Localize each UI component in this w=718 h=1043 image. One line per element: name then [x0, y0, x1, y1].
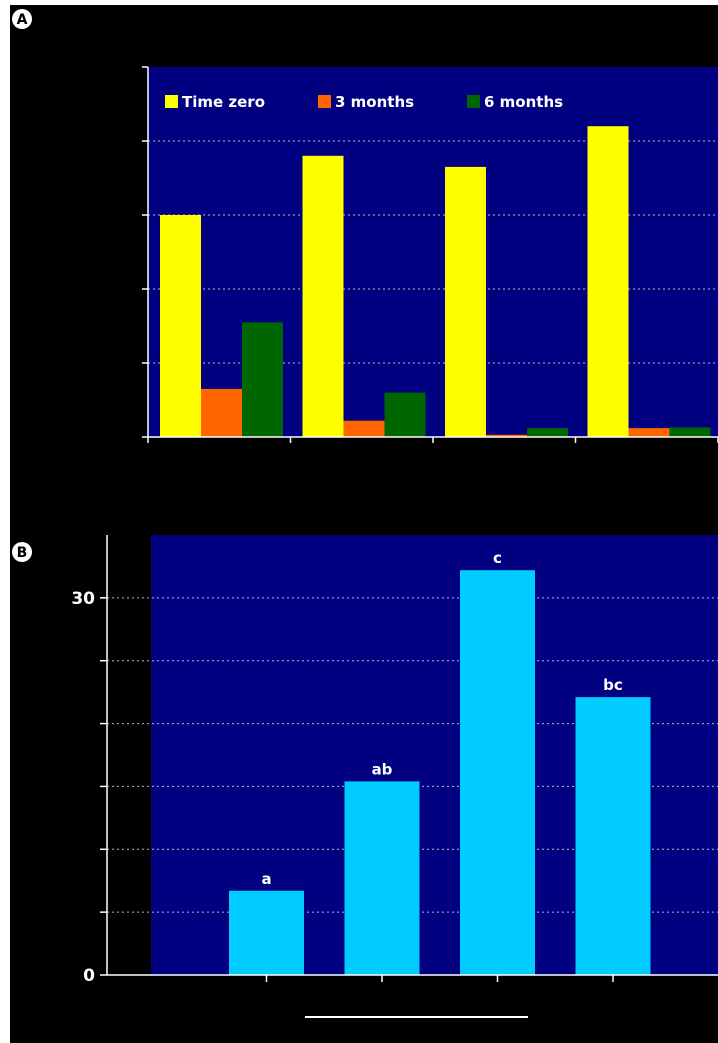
bar-a-s2-c3: [669, 427, 711, 437]
bar-a-s2-c1: [384, 392, 426, 437]
legend-swatch-3-months: [318, 95, 331, 108]
bar-a-s1-c2: [486, 434, 527, 437]
legend-label-3-months: 3 months: [335, 93, 414, 111]
bar-a-s1-c1: [343, 420, 385, 437]
bar-a-s0-c2: [445, 166, 486, 437]
figure: A Time zero 3 months 6 months B a ab c bc 0…: [10, 5, 718, 1043]
bar-a-s1-c0: [201, 388, 242, 437]
bars-a: [160, 126, 711, 438]
bar-a-s1-c3: [628, 428, 670, 437]
legend-swatch-6-months: [467, 95, 480, 108]
bar-a-s0-c3: [587, 126, 629, 437]
ytick-label-b-0: 0: [83, 966, 95, 986]
panel-a-badge: [12, 9, 32, 29]
axes-b: 0 30: [71, 535, 718, 986]
panel-b-label: B: [17, 545, 28, 561]
panel-a: A Time zero 3 months 6 months: [12, 9, 718, 443]
bar-label-b-0: a: [261, 870, 271, 888]
legend-label-6-months: 6 months: [484, 93, 563, 111]
ytick-label-b-6: 30: [71, 589, 95, 609]
plot-area-a: [148, 67, 718, 437]
legend-label-time-zero: Time zero: [182, 93, 265, 111]
bars-b: a ab c bc: [229, 549, 651, 975]
legend-a: Time zero 3 months 6 months: [165, 93, 563, 111]
bar-a-s0-c1: [302, 155, 344, 438]
legend-swatch-time-zero: [165, 95, 178, 108]
bar-b-2: [460, 570, 535, 975]
bar-b-1: [344, 781, 420, 975]
panel-b: B a ab c bc 0 30: [12, 535, 718, 1018]
panel-a-label: A: [17, 12, 28, 28]
bar-label-b-2: c: [493, 549, 502, 567]
bar-label-b-3: bc: [603, 676, 623, 694]
bar-a-s2-c2: [527, 428, 568, 437]
axes-a: [142, 66, 718, 443]
bar-a-s2-c0: [242, 322, 283, 437]
bar-label-b-1: ab: [372, 760, 393, 778]
bar-b-0: [229, 890, 304, 975]
figure-canvas: A Time zero 3 months 6 months B a ab c bc 0…: [12, 9, 718, 1018]
bar-b-3: [575, 697, 651, 975]
bar-a-s0-c0: [160, 215, 201, 437]
panel-b-badge: [12, 542, 32, 562]
